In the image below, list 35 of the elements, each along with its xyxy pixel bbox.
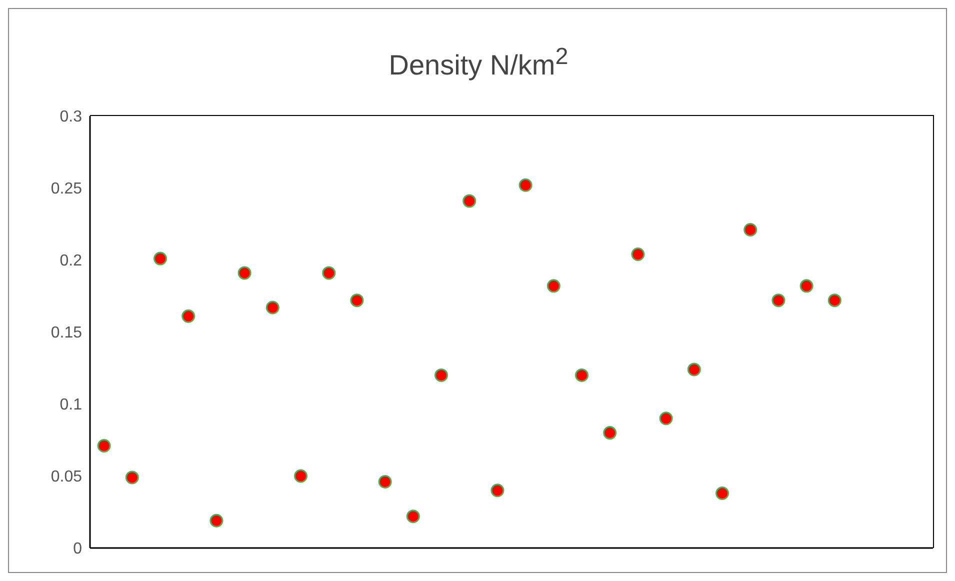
- point: [490, 484, 504, 498]
- point: [575, 368, 588, 382]
- y-tick-label: 0.1: [60, 396, 82, 414]
- point: [378, 475, 392, 489]
- point: [434, 368, 448, 382]
- point: [631, 247, 645, 261]
- point: [462, 194, 476, 208]
- point: [716, 486, 729, 500]
- point: [744, 223, 758, 237]
- point: [294, 469, 308, 483]
- point: [518, 178, 532, 192]
- y-tick-label: 0: [73, 540, 82, 558]
- y-tick-label: 0.15: [50, 324, 82, 342]
- chart-title: Density N/km$^{2}$: [388, 43, 570, 82]
- point: [603, 426, 617, 440]
- point: [322, 266, 336, 280]
- y-tick-label: 0.25: [50, 180, 82, 198]
- y-tick-label: 0.2: [60, 252, 82, 270]
- point: [238, 266, 252, 280]
- point: [772, 294, 786, 308]
- point: [546, 279, 560, 293]
- point: [659, 412, 673, 426]
- point: [154, 252, 167, 266]
- point: [406, 510, 420, 524]
- point: [266, 300, 280, 314]
- y-tick-label: 0.3: [60, 108, 82, 126]
- point: [828, 294, 842, 308]
- y-tick-label: 0.05: [50, 468, 82, 486]
- point: [687, 362, 701, 376]
- point: [182, 309, 196, 323]
- point: [800, 279, 814, 293]
- point: [210, 514, 224, 528]
- point: [350, 294, 364, 308]
- point: [125, 470, 139, 484]
- point: [97, 439, 111, 453]
